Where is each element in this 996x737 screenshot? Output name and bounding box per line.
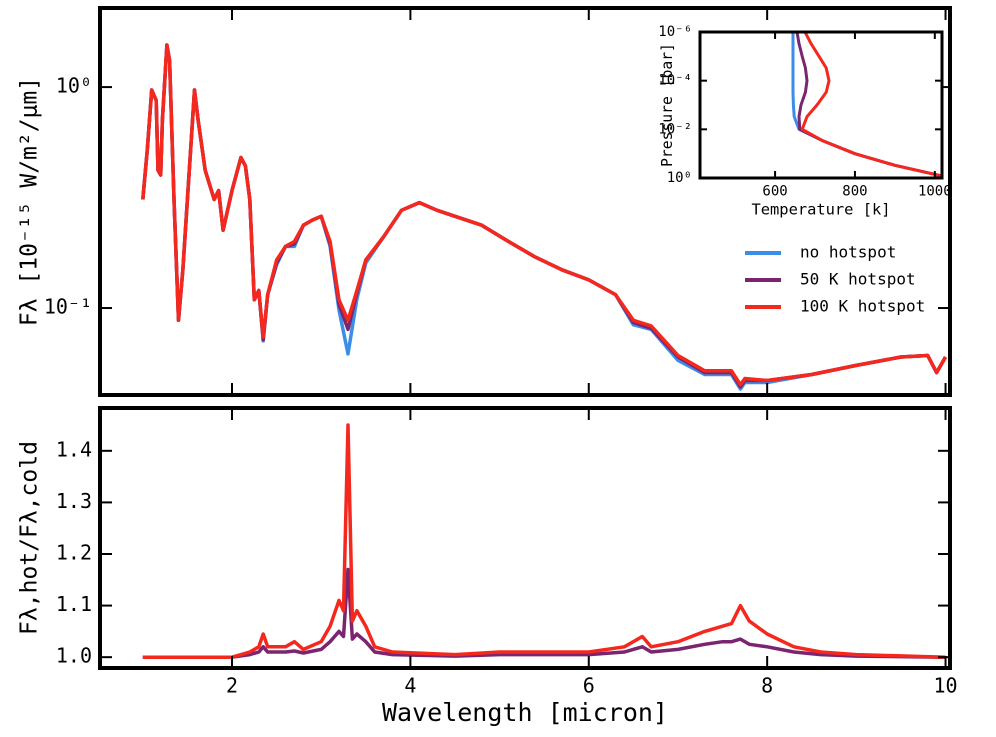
x-axis-label: Wavelength [micron] <box>382 698 668 727</box>
y-tick-label: 10⁰ <box>56 74 92 98</box>
y-axis-label: Fλ,hot/Fλ,cold <box>17 441 43 635</box>
y-tick-label: 10⁻⁶ <box>658 24 692 40</box>
y-tick-label: 10⁻⁴ <box>658 73 692 89</box>
plot-area <box>700 32 942 178</box>
x-tick-label: 600 <box>762 183 787 199</box>
y-tick-label: 1.0 <box>56 644 92 668</box>
y-tick-label: 1.4 <box>56 437 92 461</box>
x-tick-label: 4 <box>404 674 416 698</box>
plot-lines <box>142 423 946 659</box>
y-tick-label: 10⁰ <box>667 170 692 186</box>
plot-frame <box>98 6 952 397</box>
x-tick-label: 2 <box>226 674 238 698</box>
y-tick-label: 10⁻¹ <box>44 295 92 319</box>
x-tick-label: 10 <box>933 674 957 698</box>
x-axis-label: Temperature [k] <box>752 201 891 219</box>
y-tick-label: 10⁻² <box>658 121 692 137</box>
plot-lines <box>791 32 942 178</box>
legend-label: no hotspot <box>800 243 896 262</box>
series-line <box>142 567 946 659</box>
y-tick-label: 1.1 <box>56 592 92 616</box>
legend-label: 100 K hotspot <box>800 297 925 316</box>
series-line <box>800 32 942 178</box>
x-tick-label: 6 <box>583 674 595 698</box>
plot-frame <box>698 30 944 180</box>
x-tick-label: 1000 <box>918 183 952 199</box>
x-tick-label: 8 <box>761 674 773 698</box>
plot-lines <box>141 43 948 391</box>
y-tick-label: 1.3 <box>56 489 92 513</box>
plot-area <box>100 408 950 668</box>
y-axis-label: Fλ [10⁻¹⁵ W/m²/μm] <box>17 77 43 326</box>
x-tick-label: 800 <box>842 183 867 199</box>
y-axis-label: Pressure [bar] <box>659 43 676 167</box>
legend-label: 50 K hotspot <box>800 270 916 289</box>
y-tick-label: 1.2 <box>56 540 92 564</box>
series-line <box>141 43 948 387</box>
series-line <box>142 423 946 659</box>
plot-frame <box>98 406 952 670</box>
